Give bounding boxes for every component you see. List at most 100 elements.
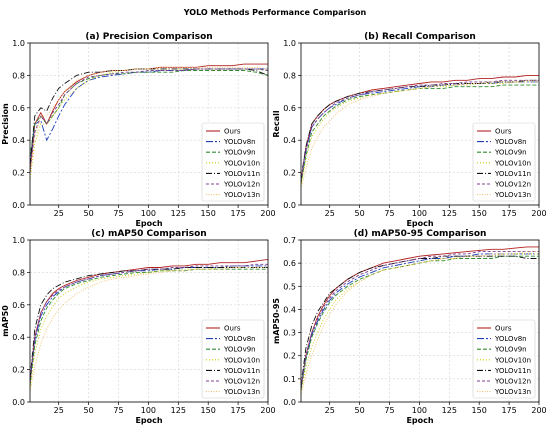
legend-label: YOLOv9n [494,149,527,157]
legend-label: YOLOv8n [223,138,256,146]
y-tick-label: 1.0 [12,39,25,48]
x-tick-label: 125 [171,209,186,218]
plot-frame [29,42,269,206]
legend-label: Ours [495,325,512,333]
x-tick-label: 125 [171,406,186,415]
x-tick-label: 175 [501,209,516,218]
y-axis-label: Recall [272,110,281,137]
series-line-yolov9n [30,268,268,386]
series-line-yolov12n [30,263,268,383]
legend-label: YOLOv12n [223,181,260,189]
chart-title: (b) Recall Comparison [364,32,476,42]
series-line-yolov10n [30,267,268,390]
legend: Ours YOLOv8n YOLOv9n YOLOv10n YOLOv11n YOLOv1… [201,122,265,202]
legend-label: YOLOv10n [494,159,531,167]
legend-label: YOLOv10n [494,356,531,364]
series-line-yolov12n [301,79,539,181]
x-tick-label: 150 [472,406,487,415]
legend-box [201,122,265,202]
y-tick-label: 0.2 [12,169,25,178]
plot-frame [300,42,540,206]
legend-label: YOLOv11n [494,367,531,375]
chart-panel-2: 0.0 0.2 0.4 0.6 0.8 1.0 25 50 75 100 125 150 175 200 (… [272,32,547,228]
y-axis-label: Precision [1,103,10,145]
x-tick-label: 75 [113,209,123,218]
chart-title: (a) Precision Comparison [85,32,212,42]
x-tick-label: 175 [501,406,516,415]
legend-box [472,122,536,202]
legend-label: Ours [224,325,241,333]
legend-label: Ours [495,128,512,136]
figure-title: YOLO Methods Performance Comparison [183,8,367,17]
chart-title: (d) mAP50-95 Comparison [354,229,487,239]
x-tick-label: 25 [54,209,64,218]
x-axis-label: Epoch [406,416,433,425]
y-tick-label: 0.6 [12,301,25,310]
legend-box [201,319,265,399]
legend-label: YOLOv13n [223,388,260,396]
x-tick-label: 175 [230,406,245,415]
series-line-yolov12n [301,251,539,389]
series-line-yolov12n [30,68,268,173]
x-tick-label: 50 [84,209,94,218]
y-tick-label: 0.6 [283,104,296,113]
x-tick-label: 25 [325,209,335,218]
legend-label: YOLOv13n [494,191,531,199]
x-tick-label: 125 [442,209,457,218]
chart-panel-3: 0.0 0.2 0.4 0.6 0.8 1.0 25 50 75 100 125 150 175 200 (… [1,229,276,425]
y-tick-label: 0.4 [283,305,296,314]
x-tick-label: 75 [113,406,123,415]
series-line-ours [301,74,539,181]
legend-label: Ours [224,128,241,136]
series-line-yolov11n [30,267,268,380]
y-tick-label: 0.2 [283,169,296,178]
legend-label: YOLOv11n [223,170,260,178]
x-tick-label: 25 [54,406,64,415]
legend-label: YOLOv8n [494,335,527,343]
legend-label: YOLOv10n [223,159,260,167]
y-tick-label: 0.2 [283,352,296,361]
x-axis-label: Epoch [135,416,162,425]
y-tick-label: 0.6 [283,259,296,268]
y-axis-label: mAP50 [1,305,10,337]
series-line-yolov10n [301,81,539,186]
legend-label: YOLOv13n [494,388,531,396]
y-tick-label: 0.6 [12,104,25,113]
x-tick-label: 50 [355,209,365,218]
series-line-yolov10n [301,253,539,393]
x-tick-label: 200 [260,209,275,218]
x-tick-label: 150 [201,209,216,218]
x-tick-label: 200 [260,406,275,415]
x-tick-label: 50 [84,406,94,415]
plot-frame [300,239,540,403]
y-tick-label: 0.7 [283,236,296,245]
legend-label: YOLOv9n [223,346,256,354]
series-line-ours [30,258,268,383]
chart-panel-1: 0.0 0.2 0.4 0.6 0.8 1.0 25 50 75 100 125 150 175 200 (… [1,32,276,228]
legend-label: YOLOv9n [494,346,527,354]
x-tick-label: 50 [355,406,365,415]
legend: Ours YOLOv8n YOLOv9n YOLOv10n YOLOv11n YOLOv1… [472,122,536,202]
y-tick-label: 0.4 [12,333,25,342]
legend: Ours YOLOv8n YOLOv9n YOLOv10n YOLOv11n YOLOv1… [201,319,265,399]
x-tick-label: 175 [230,209,245,218]
y-tick-label: 0.4 [12,136,25,145]
series-line-yolov13n [301,251,539,396]
y-tick-label: 0.0 [283,398,296,407]
chart-title: (c) mAP50 Comparison [91,229,206,239]
y-tick-label: 0.0 [283,201,296,210]
x-tick-label: 75 [384,406,394,415]
legend-label: YOLOv11n [494,170,531,178]
legend-label: YOLOv8n [494,138,527,146]
y-tick-label: 0.3 [283,329,296,338]
y-tick-label: 1.0 [283,39,296,48]
x-axis-label: Epoch [135,219,162,228]
x-tick-label: 100 [141,406,156,415]
series-line-yolov13n [30,66,268,173]
y-tick-label: 0.2 [12,366,25,375]
y-tick-label: 0.0 [12,398,25,407]
legend-label: YOLOv12n [494,378,531,386]
y-tick-label: 0.8 [283,71,296,80]
series-line-yolov8n [301,253,539,389]
y-tick-label: 0.4 [283,136,296,145]
